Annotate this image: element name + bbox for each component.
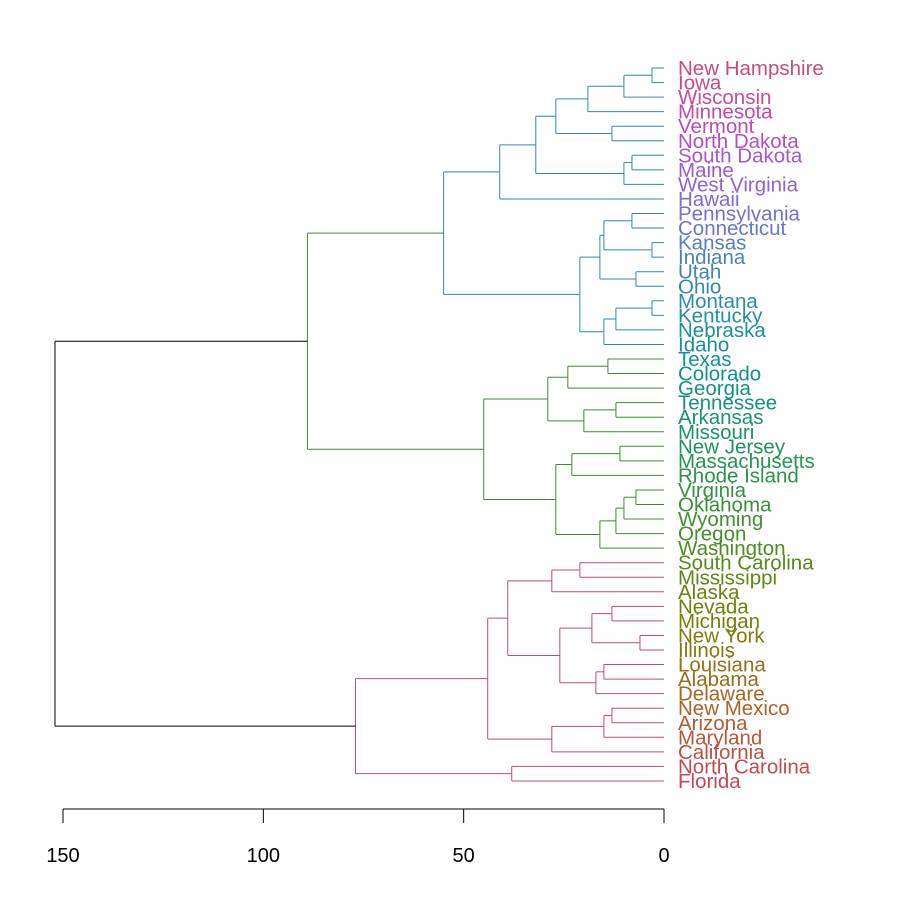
leaf-label: Indiana xyxy=(678,246,746,269)
leaf-label: New Jersey xyxy=(678,435,786,458)
leaf-label: Vermont xyxy=(678,115,755,138)
leaf-label: Wyoming xyxy=(678,508,763,531)
leaf-label: Oklahoma xyxy=(678,494,772,517)
leaf-label: New Mexico xyxy=(678,697,790,720)
leaf-label: North Carolina xyxy=(678,755,811,778)
leaf-label: Kansas xyxy=(678,232,746,255)
leaf-label: Michigan xyxy=(678,610,760,633)
leaf-label: Massachusetts xyxy=(678,450,815,473)
leaf-label: Colorado xyxy=(678,363,761,386)
leaf-label: Nebraska xyxy=(678,319,766,342)
leaf-label: Alaska xyxy=(678,581,740,604)
leaf-label: Wisconsin xyxy=(678,86,771,109)
leaf-label: Tennessee xyxy=(678,392,777,415)
leaf-label: Arizona xyxy=(678,712,748,735)
leaf-label: Washington xyxy=(678,537,786,560)
leaf-label: Idaho xyxy=(678,333,729,356)
leaf-label: Hawaii xyxy=(678,188,740,211)
leaf-label: New Hampshire xyxy=(678,57,824,80)
leaf-labels: New HampshireIowaWisconsinMinnesotaVermo… xyxy=(678,57,824,793)
leaf-label: Delaware xyxy=(678,683,765,706)
leaf-label: Arkansas xyxy=(678,406,763,429)
leaf-label: Mississippi xyxy=(678,566,777,589)
leaf-label: Georgia xyxy=(678,377,752,400)
leaf-label: Connecticut xyxy=(678,217,787,240)
leaf-label: Florida xyxy=(678,770,741,793)
leaf-label: Minnesota xyxy=(678,101,773,124)
x-axis-tick-label: 100 xyxy=(247,845,280,867)
leaf-label: Utah xyxy=(678,261,721,284)
x-axis-tick-label: 0 xyxy=(658,845,669,867)
leaf-label: Kentucky xyxy=(678,304,763,327)
leaf-label: Iowa xyxy=(678,72,722,95)
leaf-label: Nevada xyxy=(678,595,749,618)
leaf-label: Oregon xyxy=(678,523,746,546)
leaf-label: Illinois xyxy=(678,639,735,662)
x-axis: 150 100 50 0 xyxy=(46,808,670,867)
leaf-label: Texas xyxy=(678,348,732,371)
leaf-label: South Dakota xyxy=(678,144,803,167)
leaf-label: Maine xyxy=(678,159,734,182)
leaf-label: Montana xyxy=(678,290,758,313)
leaf-label: Virginia xyxy=(678,479,747,502)
leaf-label: New York xyxy=(678,624,765,647)
leaf-label: Alabama xyxy=(678,668,760,691)
leaf-label: Louisiana xyxy=(678,654,766,677)
leaf-label: Pennsylvania xyxy=(678,203,801,226)
leaf-label: North Dakota xyxy=(678,130,799,153)
leaf-label: Missouri xyxy=(678,421,754,444)
dendrogram-branches xyxy=(54,67,664,782)
leaf-label: Ohio xyxy=(678,275,721,298)
leaf-label: Rhode Island xyxy=(678,464,799,487)
x-axis-tick-label: 50 xyxy=(453,845,475,867)
leaf-label: Maryland xyxy=(678,726,762,749)
x-axis-tick-label: 150 xyxy=(46,845,79,867)
leaf-label: California xyxy=(678,741,765,764)
leaf-label: West Virginia xyxy=(678,173,799,196)
leaf-label: South Carolina xyxy=(678,552,814,575)
